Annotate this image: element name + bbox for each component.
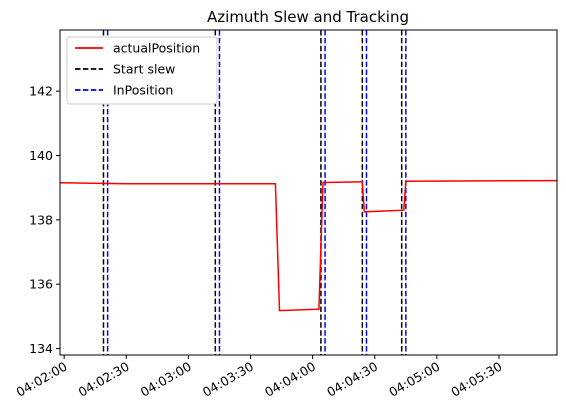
series-line-actualPosition	[59, 179, 558, 312]
x-tick-label: 04:05:00	[386, 359, 442, 400]
x-axis: 04:02:00 04:02:30 04:03:00 04:03:30 04:04:00…	[14, 355, 505, 400]
x-tick-label: 04:05:30	[448, 359, 504, 400]
x-tick-label: 04:03:00	[138, 359, 194, 400]
legend-box	[66, 36, 218, 105]
plot-area	[59, 30, 558, 355]
x-tick-label: 04:03:30	[200, 359, 256, 400]
plot-frame	[59, 29, 558, 356]
y-tick-label: 140	[29, 148, 53, 163]
legend: actualPosition Start slew InPosition	[66, 36, 218, 105]
y-tick-label: 134	[29, 341, 53, 356]
legend-label: actualPosition	[113, 41, 200, 56]
y-tick-label: 142	[29, 84, 53, 99]
y-tick-label: 136	[29, 277, 53, 292]
chart-title: Azimuth Slew and Tracking	[207, 8, 409, 26]
y-axis: 134 136 138 140 142	[29, 84, 60, 356]
x-tick-label: 04:04:00	[262, 359, 318, 400]
x-tick-label: 04:04:30	[324, 359, 380, 400]
legend-label: Start slew	[113, 62, 175, 77]
x-tick-label: 04:02:00	[14, 359, 70, 400]
legend-label: InPosition	[113, 83, 173, 98]
y-tick-label: 138	[29, 212, 53, 227]
x-tick-label: 04:02:30	[76, 359, 132, 400]
